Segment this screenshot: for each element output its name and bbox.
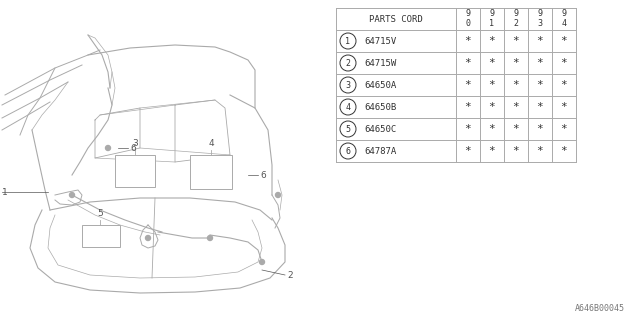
Text: *: *: [536, 146, 543, 156]
Text: *: *: [536, 124, 543, 134]
Text: *: *: [465, 58, 472, 68]
Text: *: *: [488, 36, 495, 46]
Text: 9: 9: [513, 10, 518, 19]
Text: *: *: [561, 58, 568, 68]
Text: 3: 3: [538, 19, 543, 28]
Circle shape: [275, 193, 280, 197]
Text: *: *: [513, 80, 520, 90]
Text: *: *: [465, 102, 472, 112]
Text: *: *: [465, 36, 472, 46]
Text: 1: 1: [2, 188, 8, 196]
Text: 1: 1: [490, 19, 495, 28]
Text: *: *: [465, 124, 472, 134]
Text: 2: 2: [287, 270, 292, 279]
Text: *: *: [536, 102, 543, 112]
Text: *: *: [536, 36, 543, 46]
Text: *: *: [488, 58, 495, 68]
Text: 2: 2: [513, 19, 518, 28]
Text: *: *: [488, 102, 495, 112]
Circle shape: [70, 193, 74, 197]
Text: 64650A: 64650A: [364, 81, 396, 90]
Text: 6: 6: [260, 171, 266, 180]
Text: *: *: [513, 102, 520, 112]
Text: 64650C: 64650C: [364, 124, 396, 133]
Circle shape: [259, 260, 264, 265]
Text: *: *: [488, 124, 495, 134]
Text: *: *: [561, 80, 568, 90]
Text: 9: 9: [561, 10, 566, 19]
Text: 5: 5: [346, 124, 351, 133]
Text: 3: 3: [132, 139, 138, 148]
Text: *: *: [513, 146, 520, 156]
Text: *: *: [488, 80, 495, 90]
Text: 4: 4: [208, 139, 214, 148]
Text: PARTS CORD: PARTS CORD: [369, 14, 423, 23]
Text: 64650B: 64650B: [364, 102, 396, 111]
Text: 5: 5: [97, 209, 103, 218]
Text: 9: 9: [465, 10, 470, 19]
Text: *: *: [536, 58, 543, 68]
Text: 4: 4: [561, 19, 566, 28]
Text: 2: 2: [346, 59, 351, 68]
Text: *: *: [465, 146, 472, 156]
Text: 9: 9: [490, 10, 495, 19]
Text: *: *: [513, 124, 520, 134]
Text: *: *: [561, 124, 568, 134]
Text: *: *: [513, 58, 520, 68]
Text: 4: 4: [346, 102, 351, 111]
Text: 0: 0: [465, 19, 470, 28]
Text: 64715W: 64715W: [364, 59, 396, 68]
Text: *: *: [488, 146, 495, 156]
Text: *: *: [561, 36, 568, 46]
FancyBboxPatch shape: [190, 155, 232, 189]
Text: *: *: [561, 102, 568, 112]
Text: A646B00045: A646B00045: [575, 304, 625, 313]
Circle shape: [145, 236, 150, 241]
FancyBboxPatch shape: [82, 225, 120, 247]
Text: *: *: [513, 36, 520, 46]
Text: 1: 1: [346, 36, 351, 45]
Text: *: *: [465, 80, 472, 90]
FancyBboxPatch shape: [115, 155, 155, 187]
Circle shape: [207, 236, 212, 241]
Text: *: *: [561, 146, 568, 156]
Text: 3: 3: [346, 81, 351, 90]
Text: 64715V: 64715V: [364, 36, 396, 45]
Circle shape: [106, 146, 111, 150]
Text: *: *: [536, 80, 543, 90]
Text: 64787A: 64787A: [364, 147, 396, 156]
Text: 9: 9: [538, 10, 543, 19]
Text: 6: 6: [130, 143, 136, 153]
Text: 6: 6: [346, 147, 351, 156]
